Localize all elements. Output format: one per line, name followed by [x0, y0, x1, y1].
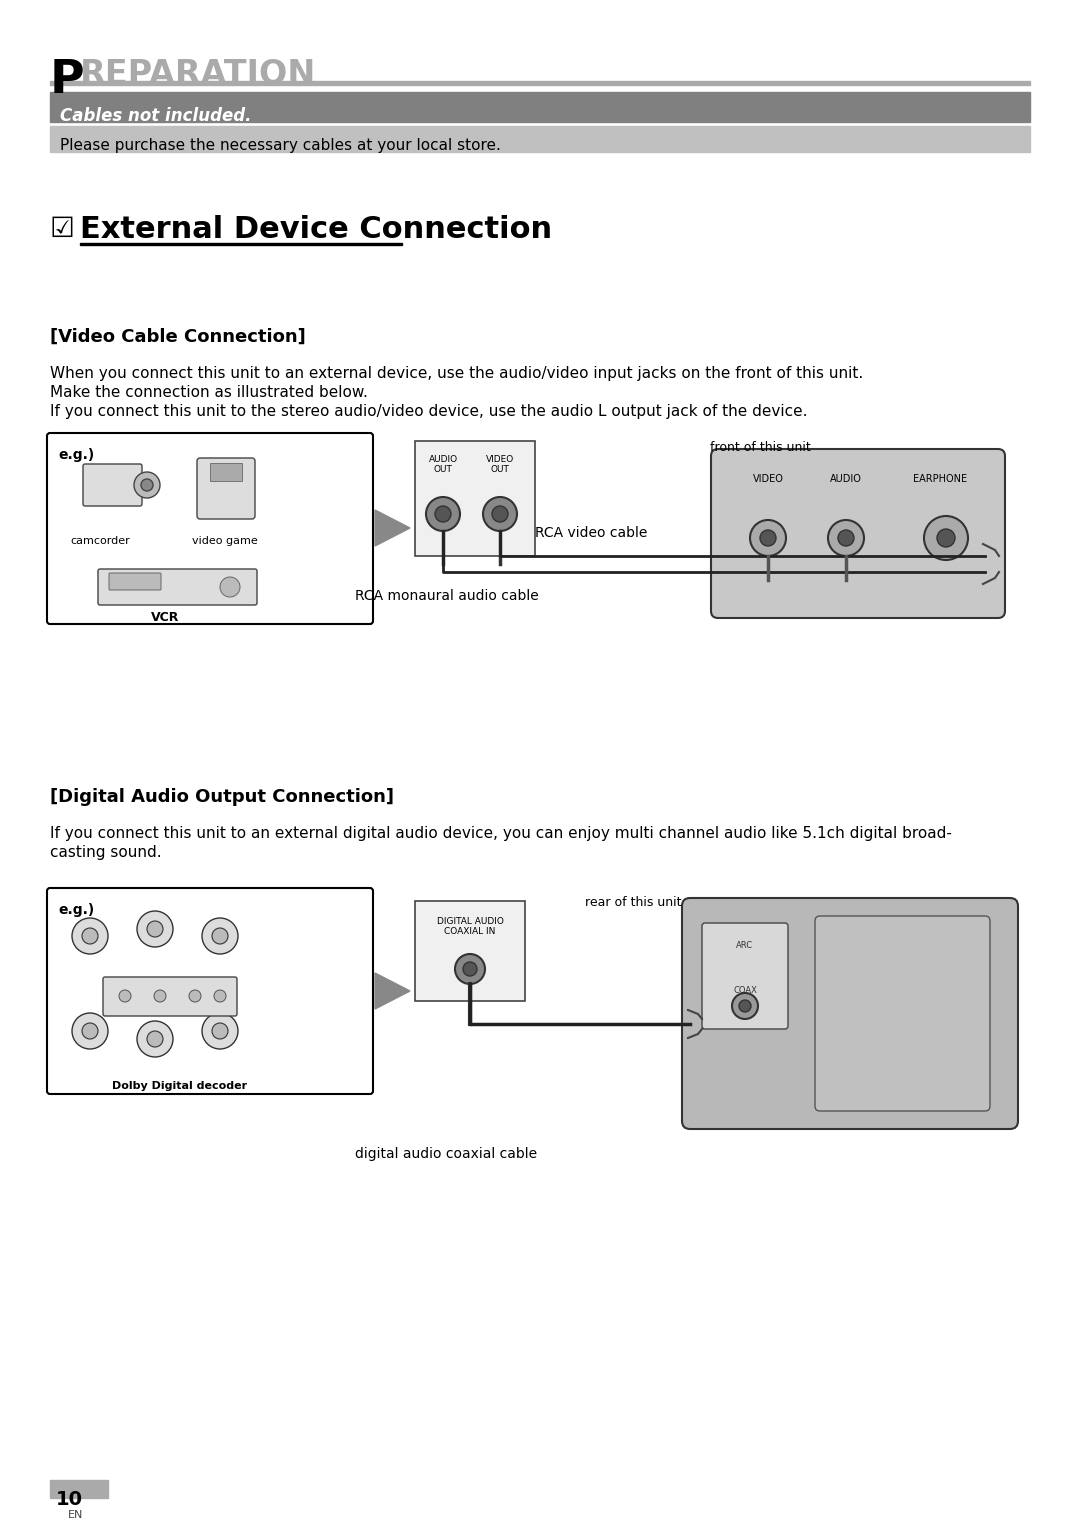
Circle shape [750, 520, 786, 555]
Text: VIDEO
OUT: VIDEO OUT [486, 455, 514, 475]
Text: REPARATION: REPARATION [80, 58, 316, 92]
FancyBboxPatch shape [48, 433, 373, 624]
Text: rear of this unit: rear of this unit [585, 896, 681, 909]
Circle shape [137, 911, 173, 948]
Circle shape [924, 516, 968, 560]
Text: casting sound.: casting sound. [50, 845, 162, 861]
Circle shape [212, 928, 228, 945]
Text: [Digital Audio Output Connection]: [Digital Audio Output Connection] [50, 787, 394, 806]
Text: 10: 10 [56, 1489, 83, 1509]
FancyBboxPatch shape [815, 916, 990, 1111]
Polygon shape [375, 974, 410, 1009]
Text: VIDEO: VIDEO [753, 475, 783, 484]
FancyBboxPatch shape [702, 923, 788, 1029]
Text: External Device Connection: External Device Connection [80, 215, 552, 244]
Circle shape [202, 919, 238, 954]
Circle shape [937, 530, 955, 546]
FancyBboxPatch shape [83, 464, 141, 507]
Circle shape [760, 530, 777, 546]
Circle shape [212, 1022, 228, 1039]
FancyBboxPatch shape [48, 888, 373, 1094]
Text: EN: EN [68, 1511, 83, 1520]
Text: Make the connection as illustrated below.: Make the connection as illustrated below… [50, 385, 368, 400]
Text: e.g.): e.g.) [58, 903, 94, 917]
Text: [Video Cable Connection]: [Video Cable Connection] [50, 328, 306, 346]
Text: camcorder: camcorder [70, 536, 130, 546]
Circle shape [483, 497, 517, 531]
Circle shape [137, 1021, 173, 1058]
Text: If you connect this unit to an external digital audio device, you can enjoy mult: If you connect this unit to an external … [50, 826, 951, 841]
Text: RCA video cable: RCA video cable [535, 526, 647, 540]
Text: front of this unit: front of this unit [710, 441, 811, 455]
Text: DIGITAL AUDIO
COAXIAL IN: DIGITAL AUDIO COAXIAL IN [436, 917, 503, 937]
Circle shape [82, 1022, 98, 1039]
Circle shape [426, 497, 460, 531]
FancyBboxPatch shape [109, 572, 161, 591]
Circle shape [214, 990, 226, 1003]
Polygon shape [375, 510, 410, 546]
Bar [80, 243, 402, 246]
Circle shape [202, 1013, 238, 1048]
FancyBboxPatch shape [711, 449, 1005, 618]
Text: EARPHONE: EARPHONE [913, 475, 967, 484]
Bar [415, 900, 525, 1001]
Circle shape [492, 507, 508, 522]
Bar [50, 81, 1030, 85]
Circle shape [119, 990, 131, 1003]
Circle shape [147, 922, 163, 937]
Bar [415, 441, 535, 555]
FancyBboxPatch shape [681, 897, 1018, 1129]
Bar [50, 1480, 108, 1499]
Bar [50, 127, 1030, 153]
Text: Cables not included.: Cables not included. [60, 107, 252, 125]
Circle shape [455, 954, 485, 984]
Circle shape [189, 990, 201, 1003]
Bar [50, 92, 1030, 122]
Circle shape [72, 1013, 108, 1048]
Text: ARC: ARC [737, 942, 754, 951]
Text: P: P [50, 58, 84, 102]
Text: COAX: COAX [733, 986, 757, 995]
Circle shape [134, 472, 160, 497]
Circle shape [732, 993, 758, 1019]
Circle shape [72, 919, 108, 954]
FancyBboxPatch shape [98, 569, 257, 604]
Circle shape [147, 1032, 163, 1047]
Text: Please purchase the necessary cables at your local store.: Please purchase the necessary cables at … [60, 137, 501, 153]
Circle shape [828, 520, 864, 555]
Text: AUDIO: AUDIO [831, 475, 862, 484]
Circle shape [739, 1000, 751, 1012]
Text: If you connect this unit to the stereo audio/video device, use the audio L outpu: If you connect this unit to the stereo a… [50, 404, 808, 420]
Circle shape [220, 577, 240, 597]
Text: RCA monaural audio cable: RCA monaural audio cable [355, 589, 539, 603]
Text: video game: video game [192, 536, 258, 546]
Circle shape [435, 507, 451, 522]
Bar [210, 462, 242, 481]
FancyBboxPatch shape [197, 458, 255, 519]
Text: AUDIO
OUT: AUDIO OUT [429, 455, 458, 475]
Text: ☑: ☑ [50, 215, 75, 243]
Text: digital audio coaxial cable: digital audio coaxial cable [355, 1148, 537, 1161]
Text: e.g.): e.g.) [58, 449, 94, 462]
Text: VCR: VCR [151, 610, 179, 624]
Text: Dolby Digital decoder: Dolby Digital decoder [112, 1080, 247, 1091]
Circle shape [463, 961, 477, 977]
Circle shape [141, 479, 153, 491]
Circle shape [838, 530, 854, 546]
FancyBboxPatch shape [103, 977, 237, 1016]
Text: When you connect this unit to an external device, use the audio/video input jack: When you connect this unit to an externa… [50, 366, 863, 382]
Circle shape [154, 990, 166, 1003]
Circle shape [82, 928, 98, 945]
